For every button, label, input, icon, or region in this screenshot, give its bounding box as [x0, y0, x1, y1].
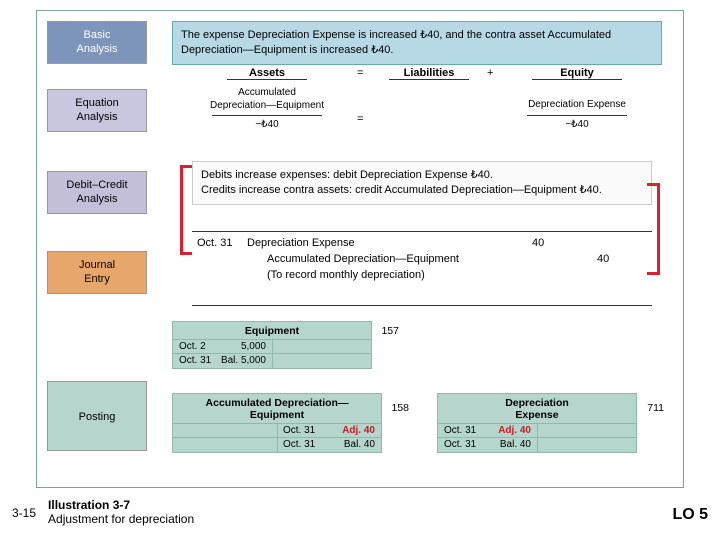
eq-equals-2: = [357, 113, 363, 125]
t-depexp-r2-date: Oct. 31 [444, 439, 476, 450]
journal-top-rule [192, 231, 652, 232]
t-accdep-row1: Oct. 31 Adj. 40 [277, 423, 381, 437]
t-depexp-empty1 [537, 423, 636, 437]
red-arrow-left-h-bot [180, 252, 192, 255]
eq-depexp-label: Depreciation Expense [512, 99, 642, 112]
label-basic-analysis: BasicAnalysis [47, 21, 147, 64]
red-arrow-right-h-top [647, 183, 660, 186]
eq-accdep-label: AccumulatedDepreciation—Equipment [197, 87, 337, 112]
eq-plus: + [487, 67, 493, 79]
label-debit-credit-analysis: Debit–CreditAnalysis [47, 171, 147, 214]
eq-accdep-val: −₺40 [242, 119, 292, 132]
t-equipment-row2: Oct. 31 Bal. 5,000 [173, 353, 272, 367]
t-equipment-acctno: 157 [381, 325, 399, 337]
t-depexp-row2: Oct. 31 Bal. 40 [438, 437, 537, 451]
page-number: 3-15 [12, 506, 36, 520]
journal-date: Oct. 31 [197, 237, 232, 249]
t-accdep-empty2 [173, 437, 277, 451]
t-equipment-empty1 [272, 339, 371, 353]
eq-equity-header: Equity [532, 67, 622, 80]
illustration-caption: Adjustment for depreciation [48, 512, 194, 526]
t-accdep-r2-bal: Bal. 40 [344, 439, 375, 450]
t-depexp-r1-amt: Adj. 40 [498, 425, 531, 436]
t-accdep-title: Accumulated Depreciation—Equipment [173, 394, 381, 422]
t-accdep-empty1 [173, 423, 277, 437]
t-accdep-r1-amt: Adj. 40 [342, 425, 375, 436]
footer: 3-15 Illustration 3-7 Adjustment for dep… [12, 498, 194, 526]
t-account-depexp: DepreciationExpense 711 Oct. 31 Adj. 40 … [437, 393, 637, 453]
illustration-number: Illustration 3-7 [48, 498, 194, 512]
eq-liabilities-header: Liabilities [389, 67, 469, 80]
learning-objective: LO 5 [672, 506, 708, 524]
red-arrow-right-h-bot [647, 272, 660, 275]
eq-depexp-val: −₺40 [552, 119, 602, 132]
t-depexp-title: DepreciationExpense [438, 394, 636, 422]
t-equipment-title: Equipment [173, 322, 371, 338]
eq-assets-header: Assets [227, 67, 307, 80]
t-equipment-row1: Oct. 2 5,000 [173, 339, 272, 353]
t-equipment-r1-amt: 5,000 [241, 341, 266, 352]
t-accdep-acctno: 158 [391, 402, 409, 414]
t-depexp-row1: Oct. 31 Adj. 40 [438, 423, 537, 437]
label-equation-analysis: EquationAnalysis [47, 89, 147, 132]
red-arrow-left-h-top [180, 165, 192, 168]
t-accdep-row2: Oct. 31 Bal. 40 [277, 437, 381, 451]
t-equipment-r2-date: Oct. 31 [179, 355, 211, 366]
t-equipment-empty2 [272, 353, 371, 367]
diagram-frame: BasicAnalysis EquationAnalysis Debit–Cre… [36, 10, 684, 488]
red-arrow-right-v [657, 183, 660, 275]
t-depexp-acctno: 711 [647, 402, 664, 414]
t-equipment-centerline [272, 338, 273, 368]
t-accdep-r2-date: Oct. 31 [283, 439, 315, 450]
t-depexp-empty2 [537, 437, 636, 451]
debit-credit-text: Debits increase expenses: debit Deprecia… [192, 161, 652, 205]
t-account-accdep: Accumulated Depreciation—Equipment 158 O… [172, 393, 382, 453]
t-depexp-centerline [537, 422, 538, 452]
journal-debit: 40 [532, 237, 544, 249]
label-posting: Posting [47, 381, 147, 451]
eq-equals-1: = [357, 67, 363, 79]
t-depexp-r1-date: Oct. 31 [444, 425, 476, 436]
journal-memo: (To record monthly depreciation) [267, 269, 467, 281]
journal-bottom-rule [192, 305, 652, 306]
t-accdep-centerline [277, 422, 278, 452]
journal-line1: Depreciation Expense [247, 237, 355, 249]
t-depexp-r2-bal: Bal. 40 [500, 439, 531, 450]
red-arrow-left-v [180, 165, 183, 255]
label-journal-entry: JournalEntry [47, 251, 147, 294]
journal-line2: Accumulated Depreciation—Equipment [267, 253, 459, 265]
t-account-equipment: Equipment 157 Oct. 2 5,000 Oct. 31 Bal. … [172, 321, 372, 369]
t-equipment-r1-date: Oct. 2 [179, 341, 206, 352]
t-equipment-r2-bal: Bal. 5,000 [221, 355, 266, 366]
basic-analysis-text: The expense Depreciation Expense is incr… [172, 21, 662, 65]
eq-accdep-line [212, 115, 322, 116]
t-accdep-r1-date: Oct. 31 [283, 425, 315, 436]
eq-depexp-line [527, 115, 627, 116]
journal-credit: 40 [597, 253, 609, 265]
